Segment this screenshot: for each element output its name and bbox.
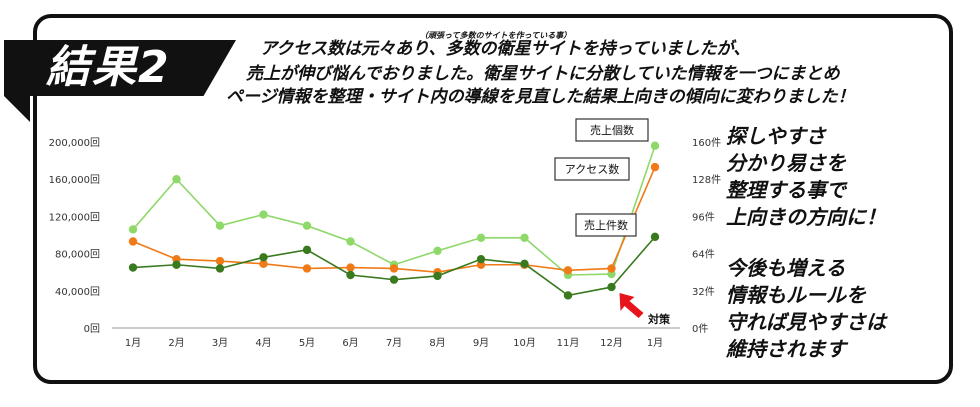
left-tick-label: 160,000回	[49, 174, 100, 186]
legend-label-1: 売上個数	[590, 124, 634, 137]
series-1-point	[433, 246, 442, 256]
x-tick-label: 11月	[557, 337, 580, 349]
side-text-2-3: 守れば見やすさは	[726, 310, 886, 334]
headline-line-2: 売上が伸び悩んでおりました。衛星サイトに分散していた情報を一つにまとめ	[246, 64, 840, 84]
series-1-point	[346, 237, 355, 246]
x-tick-label: 7月	[386, 337, 402, 349]
headline-line-3: ページ情報を整理・サイト内の導線を見直した結果上向きの傾向に変わりました！	[226, 87, 855, 107]
series-1-point	[650, 141, 660, 150]
series-2-point	[259, 259, 268, 269]
legend-label-3: 売上件数	[584, 219, 628, 232]
series-1-point	[520, 233, 529, 242]
legend-box-2	[554, 157, 630, 181]
right-tick-label: 160件	[692, 137, 721, 149]
series-3-point	[476, 254, 486, 264]
x-tick-label: 8月	[429, 337, 445, 349]
series-3-point	[607, 282, 616, 292]
series-3-point	[302, 245, 312, 255]
x-tick-label: 3月	[212, 337, 228, 349]
x-tick-label: 4月	[255, 337, 271, 349]
series-1-point	[215, 221, 225, 230]
x-tick-label: 10月	[513, 337, 536, 349]
series-3-point	[433, 271, 442, 281]
left-tick-label: 120,000回	[49, 211, 100, 223]
series-3-point	[563, 291, 573, 300]
x-tick-label: 9月	[473, 337, 489, 349]
annotation-label: 対策	[647, 312, 671, 326]
countermeasure-arrow	[619, 293, 644, 318]
series-1-point	[476, 233, 486, 242]
series-3-point	[259, 253, 268, 262]
series-2-point	[650, 162, 660, 172]
series-2-point	[302, 264, 312, 273]
series-3-point	[520, 259, 529, 269]
side-text-1-4: 上向きの方向に！	[726, 205, 886, 229]
series-1-point	[259, 210, 268, 219]
right-tick-label: 96件	[692, 211, 715, 223]
header-note: （頑張って多数のサイトを作っている事）	[420, 31, 572, 40]
side-text-2-4: 維持されます	[726, 337, 846, 361]
series-3-point	[172, 260, 181, 269]
series-2-point	[607, 264, 616, 273]
series-2-point	[563, 266, 573, 275]
series-2-point	[346, 263, 355, 272]
series-1-point	[128, 225, 138, 234]
side-text-1-3: 整理する事で	[726, 178, 846, 202]
legend-box-1	[575, 118, 649, 142]
side-text-2-2: 情報もルールを	[726, 283, 866, 307]
left-tick-label: 200,000回	[49, 137, 100, 149]
right-tick-label: 128件	[692, 174, 721, 186]
legend-box-3	[575, 213, 637, 237]
right-tick-label: 32件	[692, 286, 715, 298]
badge-fold	[4, 96, 30, 122]
series-3-point	[346, 270, 355, 280]
side-text-1-2: 分かり易さを	[726, 151, 846, 175]
series-3-point	[389, 275, 399, 284]
x-tick-label: 5月	[299, 337, 315, 349]
title-badge	[4, 40, 236, 96]
x-tick-label: 2月	[168, 337, 184, 349]
x-tick-label: 6月	[342, 337, 358, 349]
series-2-point	[215, 256, 225, 266]
x-tick-label: 1月	[647, 337, 663, 349]
series-2-point	[128, 237, 138, 246]
right-tick-label: 64件	[692, 249, 715, 261]
left-tick-label: 0回	[84, 323, 100, 335]
series-2-point	[389, 264, 399, 273]
side-text-2-1: 今後も増える	[726, 256, 846, 280]
left-tick-label: 40,000回	[55, 286, 100, 298]
x-tick-label: 12月	[600, 337, 623, 349]
side-text-1-1: 探しやすさ	[726, 124, 826, 148]
left-tick-label: 80,000回	[55, 249, 100, 261]
right-tick-label: 0件	[692, 323, 708, 335]
series-3-point	[215, 264, 225, 273]
series-1-point	[302, 221, 312, 230]
legend-label-2: アクセス数	[565, 163, 619, 176]
series-1-point	[172, 175, 181, 184]
badge-title: 結果2	[46, 42, 171, 93]
headline-line-1: アクセス数は元々あり、多数の衛星サイトを持っていましたが、	[260, 39, 751, 59]
series-3-point	[128, 263, 138, 272]
series-3-point	[650, 232, 660, 242]
x-tick-label: 1月	[125, 337, 141, 349]
